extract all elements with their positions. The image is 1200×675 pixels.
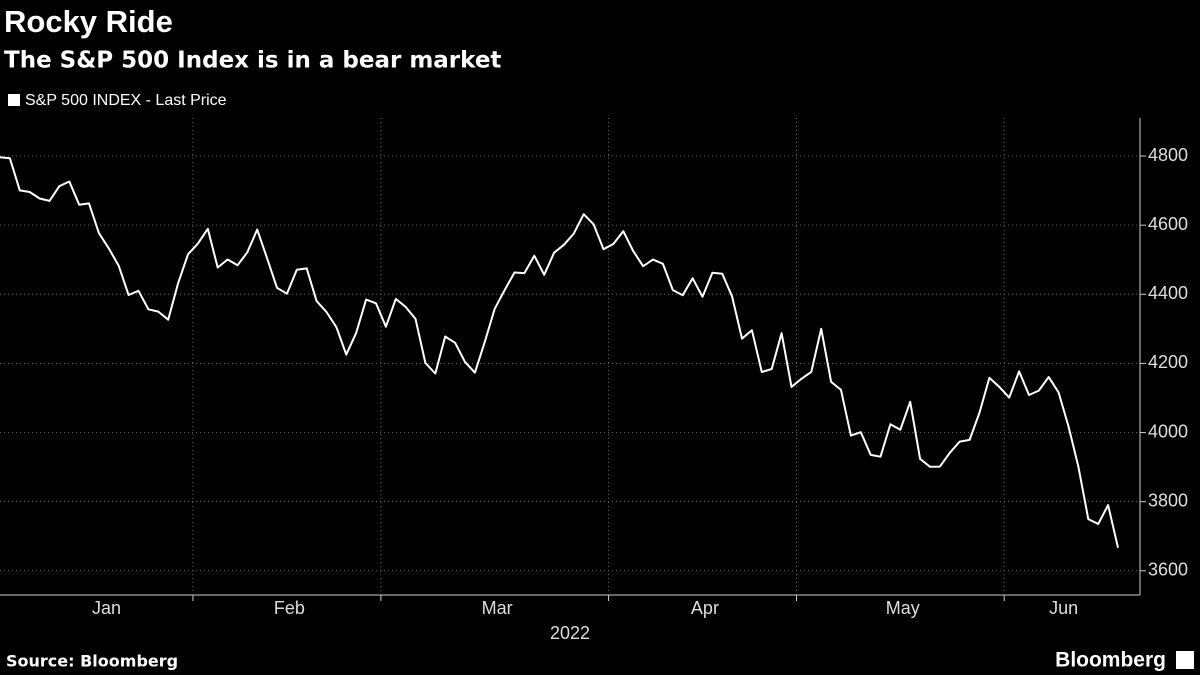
- brand: Bloomberg: [1055, 649, 1166, 672]
- x-tick-label: May: [886, 598, 920, 618]
- legend-swatch: [8, 94, 20, 106]
- y-tick-label: 3800: [1148, 490, 1188, 510]
- chart-subtitle: The S&P 500 Index is in a bear market: [4, 48, 501, 74]
- x-tick-label: Jun: [1049, 598, 1078, 618]
- x-tick-label: Jan: [92, 598, 121, 618]
- y-tick-label: 4000: [1148, 421, 1188, 441]
- y-tick-label: 4400: [1148, 283, 1188, 303]
- chart-title: Rocky Ride: [4, 4, 173, 39]
- x-tick-label: Apr: [691, 598, 719, 618]
- y-tick-label: 4200: [1148, 352, 1188, 372]
- x-tick-label: Feb: [274, 598, 305, 618]
- y-tick-label: 3600: [1148, 560, 1188, 580]
- y-tick-label: 4800: [1148, 145, 1188, 165]
- x-tick-label: Mar: [482, 598, 513, 618]
- brand-icon: [1176, 651, 1194, 669]
- legend-label: S&P 500 INDEX - Last Price: [25, 92, 227, 109]
- source: Source: Bloomberg: [6, 652, 178, 671]
- y-tick-label: 4600: [1148, 214, 1188, 234]
- series-line: [0, 156, 1119, 548]
- x-axis-label: 2022: [550, 623, 590, 643]
